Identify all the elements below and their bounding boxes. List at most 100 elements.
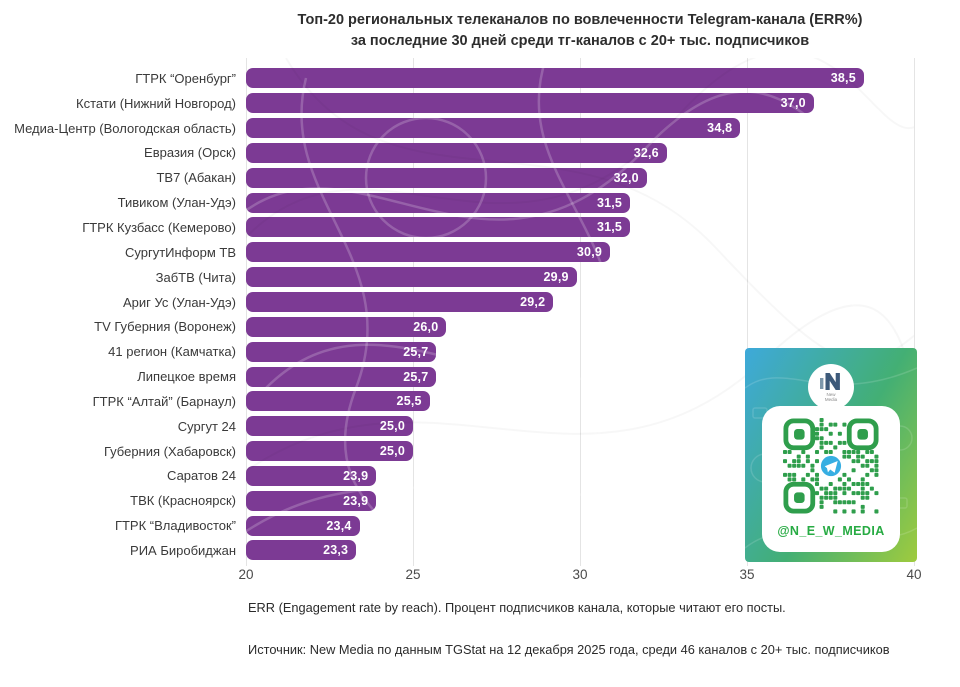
- bar: 23,3: [246, 540, 357, 561]
- category-label: Медиа-Центр (Вологодская область): [14, 120, 236, 136]
- category-label: ЗабТВ (Чита): [155, 269, 236, 285]
- bar: 32,6: [246, 142, 667, 163]
- category-label: Саратов 24: [167, 468, 236, 484]
- bar-track: 25,0: [246, 441, 914, 462]
- value-label: 34,8: [707, 121, 733, 136]
- bar: 23,4: [246, 515, 360, 536]
- x-tick-label: 40: [906, 567, 922, 582]
- bar-track: 23,4: [246, 515, 914, 536]
- bar: 37,0: [246, 93, 814, 114]
- telegram-qr-badge: @N_E_W_MEDIA New Media: [745, 348, 917, 562]
- chart-row: TV Губерния (Воронеж) 26,0: [0, 314, 914, 339]
- value-label: 30,9: [576, 245, 603, 260]
- gridline: [246, 58, 247, 566]
- category-label: Ариг Ус (Улан-Удэ): [123, 294, 236, 310]
- chart-row: ГТРК “Алтай” (Барнаул) 25,5: [0, 389, 914, 414]
- chart-row: Саратов 24 23,9: [0, 464, 914, 489]
- chart-row: ЗабТВ (Чита) 29,9: [0, 265, 914, 290]
- value-label: 32,0: [613, 170, 639, 185]
- x-axis: 20 25 30 35 40: [238, 567, 921, 585]
- value-label: 29,2: [520, 295, 546, 310]
- chart-title-line2: за последние 30 дней среди тг-каналов с …: [350, 33, 810, 49]
- chart-row: ГТРК “Владивосток” 23,4: [0, 513, 914, 538]
- bar: 25,0: [246, 416, 413, 437]
- category-label: Евразия (Орск): [144, 145, 236, 161]
- gridline: [747, 58, 748, 566]
- bar: 30,9: [246, 242, 611, 263]
- bar-track: 25,7: [246, 366, 914, 387]
- category-label: ТВ7 (Абакан): [156, 170, 236, 186]
- chart-row: СургутИнформ ТВ 30,9: [0, 240, 914, 265]
- bar: 25,7: [246, 341, 437, 362]
- value-label: 25,7: [403, 344, 429, 359]
- chart-row: Медиа-Центр (Вологодская область) 34,8: [0, 116, 914, 141]
- bar: 25,7: [246, 366, 437, 387]
- qr-code: [783, 418, 879, 514]
- bar: 29,2: [246, 292, 554, 313]
- bar: 23,9: [246, 465, 377, 486]
- category-label: ГТРК “Оренбург”: [135, 70, 236, 86]
- new-media-logo: New Media: [808, 364, 854, 410]
- bar: 26,0: [246, 316, 447, 337]
- value-label: 23,4: [326, 518, 352, 533]
- bar-track: 25,0: [246, 416, 914, 437]
- chart-row: Тивиком (Улан-Удэ) 31,5: [0, 190, 914, 215]
- value-label: 26,0: [413, 319, 439, 334]
- gridline: [914, 58, 915, 566]
- category-label: ГТРК “Владивосток”: [114, 518, 236, 534]
- bar-track: 34,8: [246, 118, 914, 139]
- bar-track: 32,0: [246, 167, 914, 188]
- chart-title: Топ-20 региональных телеканалов по вовле…: [246, 10, 914, 52]
- category-label: ТВК (Красноярск): [130, 493, 236, 509]
- value-label: 25,7: [403, 369, 429, 384]
- logo-caption: New Media: [824, 392, 838, 402]
- telegram-plane-icon: [819, 454, 843, 478]
- chart-row: РИА Биробиджан 23,3: [0, 538, 914, 563]
- bar-track: 29,9: [246, 267, 914, 288]
- x-tick-label: 20: [238, 567, 254, 582]
- telegram-handle: @N_E_W_MEDIA: [777, 524, 885, 538]
- chart-row: 41 регион (Камчатка) 25,7: [0, 339, 914, 364]
- chart-row: Ариг Ус (Улан-Удэ) 29,2: [0, 290, 914, 315]
- bar-track: 31,5: [246, 192, 914, 213]
- bar-track: 23,9: [246, 465, 914, 486]
- qr-modules: [783, 418, 879, 514]
- bar-track: 31,5: [246, 217, 914, 238]
- value-label: 25,0: [379, 419, 405, 434]
- bar-track: 25,5: [246, 391, 914, 412]
- value-label: 23,9: [343, 493, 369, 508]
- chart-row: ТВ7 (Абакан) 32,0: [0, 165, 914, 190]
- chart-title-line1: Топ-20 региональных телеканалов по вовле…: [297, 12, 863, 28]
- chart-row: Кстати (Нижний Новгород) 37,0: [0, 91, 914, 116]
- category-label: СургутИнформ ТВ: [124, 244, 236, 260]
- qr-card: @N_E_W_MEDIA: [762, 406, 900, 552]
- value-label: 25,0: [379, 444, 405, 459]
- x-tick-label: 35: [739, 567, 755, 582]
- bar: 29,9: [246, 267, 577, 288]
- gridline: [580, 58, 581, 566]
- bar-track: 23,3: [246, 540, 914, 561]
- value-label: 32,6: [633, 145, 659, 160]
- err-definition-note: ERR (Engagement rate by reach). Процент …: [248, 600, 786, 615]
- bar-track: 37,0: [246, 93, 914, 114]
- bar: 32,0: [246, 167, 647, 188]
- value-label: 29,9: [543, 270, 569, 285]
- chart-row: ГТРК Кузбасс (Кемерово) 31,5: [0, 215, 914, 240]
- bar-track: 30,9: [246, 242, 914, 263]
- category-label: Липецкое время: [137, 369, 236, 385]
- bar: 23,9: [246, 490, 377, 511]
- category-label: 41 регион (Камчатка): [108, 344, 236, 360]
- value-label: 31,5: [596, 195, 623, 210]
- bar: 31,5: [246, 217, 631, 238]
- bar: 25,5: [246, 391, 430, 412]
- category-label: ГТРК Кузбасс (Кемерово): [82, 219, 236, 235]
- chart-row: Евразия (Орск) 32,6: [0, 141, 914, 166]
- category-label: Губерния (Хабаровск): [103, 443, 236, 459]
- bar-track: 32,6: [246, 142, 914, 163]
- bar-track: 25,7: [246, 341, 914, 362]
- value-label: 23,9: [343, 468, 369, 483]
- value-label: 23,3: [323, 543, 349, 558]
- bar-track: 23,9: [246, 490, 914, 511]
- x-tick-label: 25: [405, 567, 421, 582]
